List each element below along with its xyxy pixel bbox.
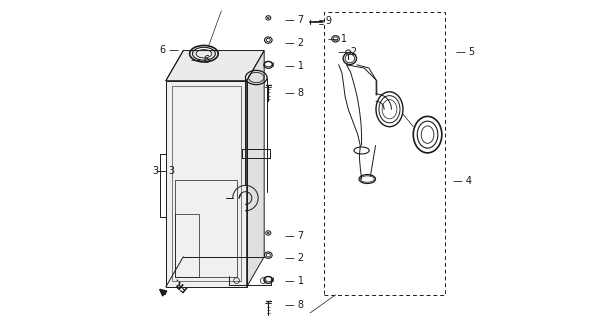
- Polygon shape: [166, 51, 264, 81]
- Text: — 7: — 7: [285, 15, 304, 25]
- Text: — 6: — 6: [191, 55, 210, 65]
- Text: — 5: — 5: [456, 47, 475, 57]
- Text: — 4: — 4: [453, 176, 472, 186]
- Text: — 1: — 1: [285, 61, 304, 71]
- Text: — 1: — 1: [328, 34, 347, 44]
- Text: — 7: — 7: [285, 231, 304, 241]
- Text: — 2: — 2: [338, 47, 357, 57]
- Polygon shape: [166, 81, 247, 287]
- Text: FR.: FR.: [171, 275, 189, 292]
- Text: — 2: — 2: [285, 38, 304, 48]
- Text: — 1: — 1: [285, 276, 304, 285]
- Polygon shape: [247, 51, 264, 287]
- Text: — 2: — 2: [285, 253, 304, 263]
- Text: 3: 3: [152, 166, 158, 176]
- Text: — 8: — 8: [285, 300, 304, 310]
- Text: — 3: — 3: [157, 166, 176, 176]
- Text: — 9: — 9: [313, 16, 332, 26]
- Text: — 8: — 8: [285, 88, 304, 98]
- Text: 6 —: 6 —: [160, 45, 179, 55]
